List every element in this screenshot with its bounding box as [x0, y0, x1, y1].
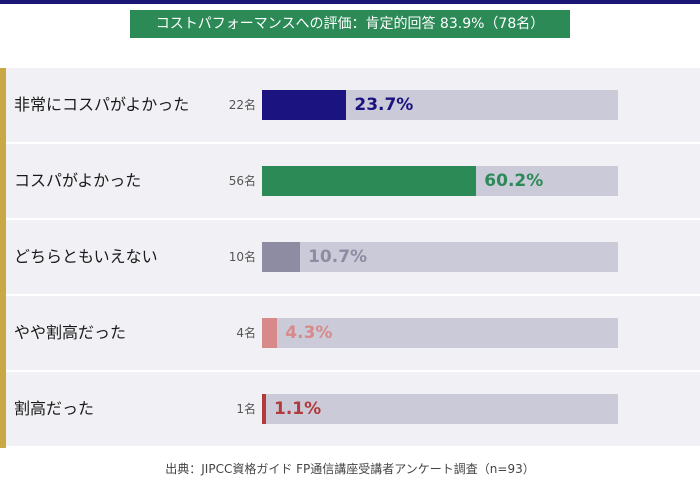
category-label: どちらともいえない [14, 247, 158, 266]
bar [262, 242, 301, 272]
count-label: 4名 [236, 326, 256, 340]
bar [262, 318, 278, 348]
bar-track: 60.2% [262, 166, 618, 196]
chart-title: コストパフォーマンスへの評価：肯定的回答 83.9%（78名） [130, 10, 570, 38]
bar-chart: 非常にコスパがよかった 22名 23.7% コスパがよかった 56名 60.2% どちらとも… [0, 68, 700, 448]
category-label: 割高だった [14, 399, 95, 418]
left-accent-bar [0, 68, 6, 448]
bar-track: 1.1% [262, 394, 618, 424]
count-label: 1名 [236, 402, 256, 416]
chart-row: どちらともいえない 10名 10.7% [6, 220, 700, 294]
chart-row: 割高だった 1名 1.1% [6, 372, 700, 446]
count-label: 56名 [228, 174, 256, 188]
bar [262, 90, 347, 120]
bar-track: 23.7% [262, 90, 618, 120]
category-label: コスパがよかった [14, 171, 142, 190]
count-label: 22名 [228, 98, 256, 112]
bar [262, 166, 477, 196]
value-label: 1.1% [274, 399, 322, 419]
chart-row: 非常にコスパがよかった 22名 23.7% [6, 68, 700, 142]
bar [262, 394, 266, 424]
value-label: 4.3% [285, 323, 333, 343]
count-label: 10名 [228, 250, 256, 264]
category-label: やや割高だった [14, 323, 127, 342]
bar-track: 4.3% [262, 318, 618, 348]
chart-row: コスパがよかった 56名 60.2% [6, 144, 700, 218]
bar-track: 10.7% [262, 242, 618, 272]
chart-row: やや割高だった 4名 4.3% [6, 296, 700, 370]
value-label: 23.7% [354, 95, 414, 115]
value-label: 10.7% [308, 247, 368, 267]
value-label: 60.2% [484, 171, 544, 191]
top-accent-line [0, 0, 700, 4]
category-label: 非常にコスパがよかった [14, 95, 190, 114]
source-note: 出典：JIPCC資格ガイド FP通信講座受講者アンケート調査（n=93） [165, 462, 535, 476]
